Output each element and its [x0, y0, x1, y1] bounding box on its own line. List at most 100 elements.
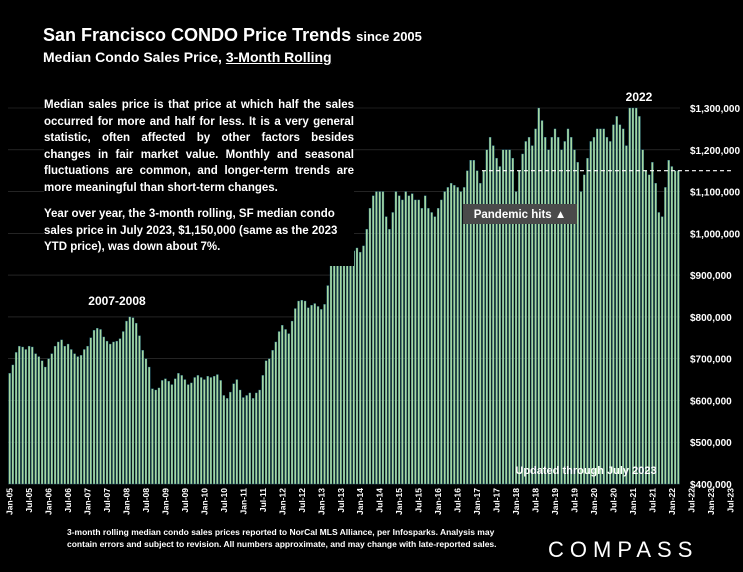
bar — [453, 185, 456, 485]
x-tick-label: Jul-06 — [63, 488, 73, 513]
bar — [190, 382, 193, 485]
bar — [492, 145, 495, 485]
bar — [290, 320, 294, 485]
bar — [34, 353, 37, 485]
bar — [466, 170, 469, 485]
bar — [339, 258, 342, 485]
bar — [44, 366, 47, 485]
bar — [456, 187, 459, 485]
bar — [261, 375, 265, 485]
compass-logo: COMPASS — [548, 537, 699, 562]
y-tick-label: $500,000 — [690, 438, 732, 449]
x-tick-label: Jul-19 — [569, 488, 579, 513]
x-axis-ticks: Jan-05 Jul-05 Jan-06 Jul-06 Jan-07 Jul-07 Jan-… — [5, 488, 736, 515]
bar — [488, 137, 492, 485]
bar — [362, 245, 365, 485]
bar — [654, 183, 657, 485]
bar — [27, 345, 31, 485]
bar — [148, 366, 151, 485]
bar — [563, 141, 566, 485]
bar — [264, 360, 268, 485]
x-tick-label: Jan-06 — [44, 488, 54, 515]
bar — [164, 378, 167, 485]
x-tick-label: Jan-12 — [277, 488, 287, 515]
x-tick-label: Jul-09 — [180, 488, 190, 513]
bar — [297, 300, 300, 485]
bar — [433, 216, 437, 485]
bar — [255, 392, 258, 485]
bar — [631, 107, 635, 485]
bar — [592, 137, 596, 485]
bar — [537, 107, 540, 485]
bar — [125, 320, 128, 485]
x-tick-label: Jan-17 — [472, 488, 482, 515]
bar — [154, 389, 157, 485]
bar — [404, 191, 407, 485]
bar — [398, 195, 401, 485]
bar — [657, 212, 661, 485]
bar — [498, 166, 502, 485]
bar — [420, 208, 424, 485]
bar — [183, 379, 187, 485]
bar — [281, 325, 284, 485]
bar — [651, 162, 654, 485]
y-tick-label: $1,300,000 — [690, 104, 740, 115]
x-tick-label: Jan-18 — [511, 488, 521, 515]
pandemic-badge-box — [463, 204, 577, 224]
x-tick-label: Jan-10 — [199, 488, 209, 515]
bar — [316, 306, 320, 485]
x-tick-label: Jan-19 — [550, 488, 560, 515]
bar — [670, 166, 674, 485]
annotation-2022: 2022 — [626, 90, 653, 104]
bar — [505, 149, 508, 485]
bar — [40, 360, 44, 485]
bar — [219, 380, 222, 485]
x-tick-label: Jan-09 — [160, 488, 170, 515]
bar — [605, 137, 609, 485]
bar — [589, 141, 592, 485]
bar — [417, 199, 420, 485]
bar — [284, 329, 287, 485]
x-tick-label: Jul-15 — [414, 488, 424, 513]
x-tick-label: Jul-13 — [336, 488, 346, 513]
bar — [128, 316, 131, 485]
bar — [21, 346, 24, 485]
bar — [115, 340, 118, 485]
bar — [73, 353, 76, 485]
x-tick-label: Jul-08 — [141, 488, 151, 513]
bar — [459, 191, 463, 485]
bar — [375, 191, 378, 485]
bar — [355, 247, 359, 485]
bar — [557, 137, 560, 485]
bar — [303, 300, 307, 485]
bar — [31, 346, 34, 485]
bar — [346, 261, 349, 485]
bar — [372, 195, 375, 485]
info-box: Median sales price is that price at whic… — [44, 97, 354, 266]
bar — [329, 260, 333, 485]
bar — [274, 341, 278, 485]
footnote: 3-month rolling median condo sales price… — [67, 527, 497, 549]
bar — [8, 373, 11, 485]
bar — [401, 199, 404, 485]
y-axis-ticks: $400,000 $500,000 $600,000 $700,000 $800,000… — [690, 104, 740, 491]
bar — [566, 128, 570, 485]
bar — [521, 153, 524, 485]
bar — [222, 395, 226, 485]
bar — [287, 333, 290, 485]
bar — [641, 149, 644, 485]
bar — [391, 212, 394, 485]
bar — [203, 379, 206, 485]
bar — [151, 388, 154, 485]
bar — [634, 107, 638, 485]
bar — [485, 149, 489, 485]
bar — [599, 128, 602, 485]
bar — [294, 308, 297, 485]
annotation-updated: Updated through July 2023 — [515, 465, 656, 477]
x-tick-label: Jan-22 — [667, 488, 677, 515]
bar — [238, 389, 242, 485]
x-tick-label: Jul-22 — [686, 488, 696, 513]
bar — [118, 338, 122, 485]
y-tick-label: $1,100,000 — [690, 188, 740, 199]
y-tick-label: $800,000 — [690, 313, 732, 324]
